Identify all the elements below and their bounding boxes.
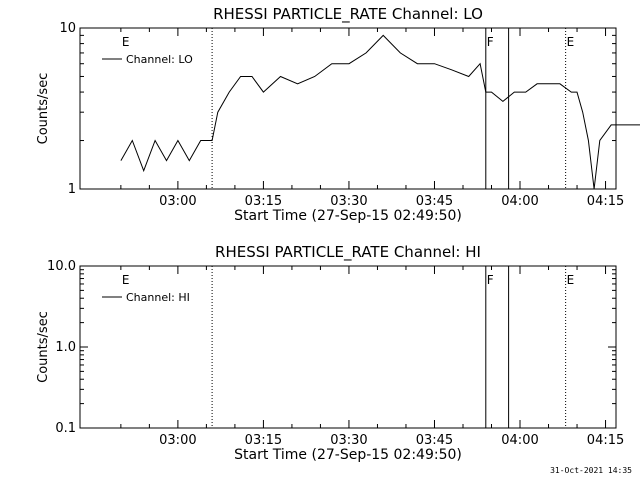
x-tick-label: 03:15 [245, 433, 282, 448]
x-tick-label: 03:00 [159, 194, 196, 209]
y-tick-label: 1.0 [55, 340, 76, 355]
y-axis-label: Counts/sec [36, 73, 51, 145]
marker-label: E [567, 35, 575, 49]
legend-label: Channel: HI [126, 291, 190, 304]
y-tick-label: 10.0 [47, 259, 76, 274]
x-tick-label: 03:45 [416, 194, 453, 209]
x-tick-label: 04:15 [587, 433, 624, 448]
plot-frame [79, 27, 617, 190]
x-tick-label: 03:30 [330, 433, 367, 448]
chart-title: RHESSI PARTICLE_RATE Channel: LO [213, 5, 483, 24]
x-tick-label: 04:15 [587, 194, 624, 209]
y-tick-label: 1 [68, 182, 76, 197]
marker-label: F [487, 35, 494, 49]
x-tick-label: 04:00 [501, 433, 538, 448]
x-tick-label: 03:15 [245, 194, 282, 209]
panel-1 [79, 27, 640, 190]
marker-label: E [122, 273, 130, 287]
legend-label: Channel: LO [126, 53, 193, 66]
marker-label: F [487, 273, 494, 287]
marker-label: E [122, 35, 130, 49]
y-tick-label: 0.1 [55, 421, 76, 436]
x-tick-label: 03:00 [159, 433, 196, 448]
series-line [120, 34, 640, 190]
footer-timestamp: 31-Oct-2021 14:35 [550, 466, 632, 475]
x-axis-label: Start Time (27-Sep-15 02:49:50) [234, 208, 462, 224]
chart-title: RHESSI PARTICLE_RATE Channel: HI [215, 243, 481, 262]
marker-label: E [567, 273, 575, 287]
y-tick-label: 10 [59, 21, 76, 36]
x-axis-label: Start Time (27-Sep-15 02:49:50) [234, 447, 462, 463]
x-tick-label: 03:45 [416, 433, 453, 448]
panel-2 [79, 265, 617, 429]
x-tick-label: 04:00 [501, 194, 538, 209]
x-tick-label: 03:30 [330, 194, 367, 209]
y-axis-label: Counts/sec [36, 311, 51, 383]
